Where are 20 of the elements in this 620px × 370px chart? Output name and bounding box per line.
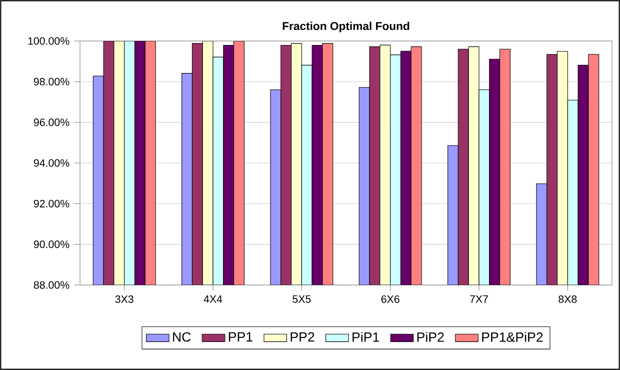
legend-label: NC <box>173 332 191 342</box>
x-tick-label: 3X3 <box>115 295 134 303</box>
legend-label: PP1&PiP2 <box>482 332 543 342</box>
x-tick-label: 6X6 <box>381 295 400 303</box>
y-tick-label: 98.00% <box>34 78 70 86</box>
legend-label: PiP1 <box>352 332 380 342</box>
legend-label: PP2 <box>290 332 314 342</box>
x-tick-label: 5X5 <box>292 295 311 303</box>
y-tick-label: 88.00% <box>34 281 70 289</box>
x-tick-label: 8X8 <box>558 295 577 303</box>
y-tick-label: 90.00% <box>34 240 70 248</box>
y-tick-label: 96.00% <box>34 118 70 126</box>
x-tick-label: 7X7 <box>470 295 488 303</box>
x-tick-label: 4X4 <box>204 295 222 303</box>
y-tick-label: 100.00% <box>28 37 70 45</box>
legend-label: PiP2 <box>417 332 444 342</box>
legend-label: PP1 <box>228 332 252 342</box>
chart-title: Fraction Optimal Found <box>282 22 410 32</box>
y-tick-label: 94.00% <box>34 159 70 167</box>
y-tick-label: 92.00% <box>34 200 70 208</box>
